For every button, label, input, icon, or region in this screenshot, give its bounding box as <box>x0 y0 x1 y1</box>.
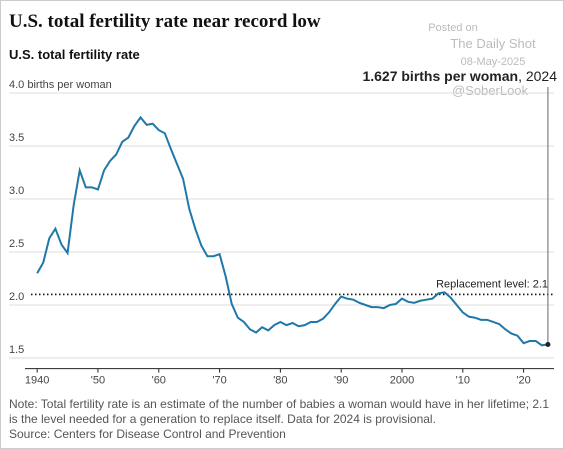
notes: Note: Total fertility rate is an estimat… <box>9 397 557 442</box>
chart-title: U.S. total fertility rate near record lo… <box>9 11 321 32</box>
y-tick-label: 4.0 births per woman <box>9 79 112 91</box>
y-tick-label: 2.0 <box>9 291 24 303</box>
chart: U.S. total fertility rate near record lo… <box>9 11 557 387</box>
x-tick-label: '60 <box>152 375 166 387</box>
annotation-bold: 1.627 births per woman <box>362 68 518 84</box>
x-tick-label: '70 <box>212 375 226 387</box>
watermark: Posted on <box>428 22 478 34</box>
x-tick-label: '20 <box>516 375 530 387</box>
reference-label: Replacement level: 2.1 <box>436 278 548 290</box>
annotation-text: , 2024 <box>518 68 557 84</box>
y-tick-label: 1.5 <box>9 344 24 356</box>
y-tick-label: 2.5 <box>9 238 24 250</box>
x-tick-label: '90 <box>334 375 348 387</box>
y-tick-label: 3.0 <box>9 185 24 197</box>
end-point <box>545 342 551 348</box>
note: Note: Total fertility rate is an estimat… <box>9 397 550 426</box>
x-tick-label: 2000 <box>390 375 414 387</box>
x-tick-label: '50 <box>91 375 105 387</box>
annotation: 1.627 births per woman, 2024 <box>362 68 557 84</box>
watermark: The Daily Shot <box>450 36 536 51</box>
x-tick-label: '10 <box>456 375 470 387</box>
x-tick-label: '80 <box>273 375 287 387</box>
source: Source: Centers for Disease Control and … <box>9 427 286 441</box>
x-tick-label: 1940 <box>25 375 49 387</box>
watermark: @SoberLook <box>452 83 529 98</box>
watermark: 08-May-2025 <box>461 56 526 68</box>
chart-subtitle: U.S. total fertility rate <box>9 47 140 62</box>
data-line <box>36 115 549 347</box>
y-tick-label: 3.5 <box>9 132 24 144</box>
